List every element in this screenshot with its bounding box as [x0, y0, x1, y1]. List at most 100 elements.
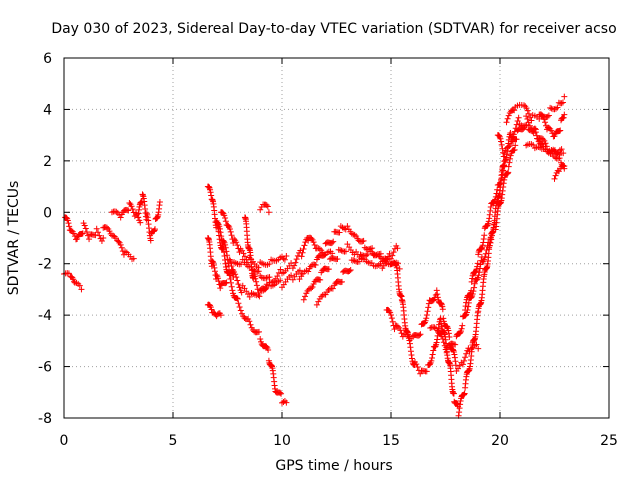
data-point [505, 112, 512, 119]
data-point [463, 350, 470, 357]
data-point [489, 232, 496, 239]
data-point [240, 250, 247, 257]
data-point [235, 281, 242, 288]
data-point [504, 115, 511, 122]
data-point [263, 281, 270, 288]
data-point [360, 237, 367, 244]
data-point [486, 242, 493, 249]
data-point [227, 228, 234, 235]
data-point [222, 214, 229, 221]
data-point [480, 239, 487, 246]
data-point [277, 389, 284, 396]
data-point [417, 331, 424, 338]
data-point [227, 275, 234, 282]
data-point [380, 262, 387, 269]
data-point [433, 339, 440, 346]
data-point [382, 255, 389, 262]
data-point [277, 277, 284, 284]
data-point [416, 332, 423, 339]
data-point [300, 296, 307, 303]
data-point [456, 405, 463, 412]
data-point [468, 287, 475, 294]
data-point [79, 230, 86, 237]
data-point [217, 285, 224, 292]
data-point [351, 257, 358, 264]
data-point [277, 266, 284, 273]
data-point [264, 203, 271, 210]
data-point [239, 310, 246, 317]
data-point [345, 226, 352, 233]
data-point [86, 236, 93, 243]
data-point [98, 237, 105, 244]
data-point [452, 358, 459, 365]
data-point [288, 260, 295, 267]
data-point [280, 255, 287, 262]
data-point [147, 237, 154, 244]
data-point [500, 184, 507, 191]
data-point [559, 99, 566, 106]
data-point [505, 163, 512, 170]
data-point [485, 218, 492, 225]
data-point [247, 321, 254, 328]
data-point [298, 253, 305, 260]
data-point [496, 132, 503, 139]
data-point [389, 252, 396, 259]
data-point [545, 112, 552, 119]
data-point [475, 345, 482, 352]
data-point [439, 335, 446, 342]
data-point [501, 163, 508, 169]
data-point [505, 169, 512, 176]
data-point [228, 263, 235, 270]
data-point [552, 172, 559, 179]
data-point [299, 249, 306, 256]
data-point [233, 274, 240, 281]
y-tick-label: 4 [43, 102, 52, 118]
data-point [417, 370, 424, 377]
data-point [255, 264, 262, 271]
data-point [226, 256, 233, 263]
data-point [216, 223, 223, 230]
data-point [224, 252, 231, 259]
data-point [215, 275, 222, 282]
data-point [229, 287, 236, 294]
data-point [309, 283, 316, 290]
data-point [526, 122, 533, 129]
data-point [473, 341, 480, 348]
data-point [346, 268, 353, 275]
data-point [423, 311, 430, 318]
data-point [487, 203, 494, 210]
data-point [364, 251, 371, 258]
data-point [530, 141, 537, 148]
data-point [292, 259, 299, 266]
data-point [437, 316, 444, 323]
data-point [293, 256, 300, 263]
data-point [115, 238, 122, 245]
data-point [438, 333, 445, 340]
data-series [427, 142, 519, 356]
data-point [501, 150, 508, 157]
data-point [351, 231, 358, 238]
data-point [241, 253, 248, 260]
data-point [424, 308, 431, 315]
data-point [317, 276, 324, 283]
data-point [461, 391, 468, 398]
data-point [423, 315, 430, 322]
data-point [474, 276, 481, 283]
data-point [445, 327, 452, 334]
data-point [347, 266, 354, 273]
data-point [487, 207, 494, 214]
data-point [492, 193, 499, 200]
data-point [130, 255, 137, 262]
data-point [96, 232, 103, 239]
data-point [313, 301, 320, 308]
grid [64, 58, 609, 418]
data-point [308, 235, 315, 242]
data-point [220, 238, 227, 245]
data-point [208, 306, 215, 313]
data-series [523, 141, 565, 158]
data-point [329, 239, 336, 246]
data-point [547, 104, 554, 111]
data-point [234, 242, 241, 249]
data-point [558, 146, 565, 153]
